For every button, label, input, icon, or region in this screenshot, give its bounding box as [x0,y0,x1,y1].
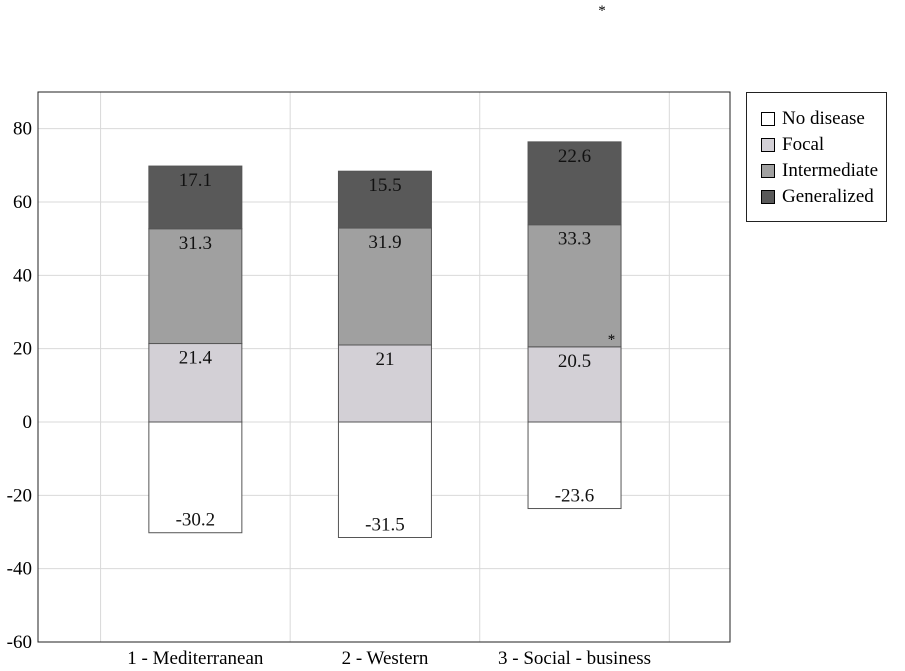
data-label: 20.5 [558,351,591,372]
x-tick-label: 3 - Social - business [498,648,651,669]
bar-segment [337,170,432,229]
data-label: 21.4 [179,348,213,369]
y-tick-label: -60 [7,632,32,653]
bar-segment [337,421,432,538]
legend-swatch [761,138,775,152]
bar-segment [148,421,243,534]
legend-label: Focal [782,134,825,155]
legend-label: Intermediate [782,160,879,181]
data-label: 31.9 [368,232,401,253]
y-tick-label: -40 [7,559,32,580]
bar-segment [337,344,432,423]
y-tick-label: 80 [13,119,32,140]
legend-label: Generalized [782,186,874,207]
segment-value-labels: -30.2 21.4 31.3 17.1 -31.5 21 31.9 15.5 -23.6 20.… [176,146,595,536]
data-label: 22.6 [558,146,591,167]
significance-asterisk: * [608,332,616,348]
y-tick-label: 40 [13,265,32,286]
x-axis-tick-labels: 1 - Mediterranean 2 - Western 3 - Social -… [127,648,651,669]
y-tick-label: 0 [23,412,33,433]
legend-swatch [761,112,775,126]
bar-segments [148,141,622,538]
data-label: 31.3 [179,233,212,254]
y-tick-label: 20 [13,339,32,360]
plot-frame [37,91,731,643]
data-label: 15.5 [368,175,401,196]
bar-segment [148,165,243,230]
bar-segment [337,227,432,346]
x-tick-label: 1 - Mediterranean [127,648,264,669]
legend-swatch [761,190,775,204]
legend-item: Focal [761,132,886,158]
data-label: 21 [375,349,394,370]
y-axis-tick-labels: -60 -40 -20 0 20 40 60 80 [7,119,32,653]
data-label: -23.6 [555,486,595,507]
significance-asterisk: * [598,3,606,19]
data-label: 17.1 [179,170,212,191]
data-label: -30.2 [176,510,216,531]
annotations: ** [598,3,615,348]
data-label: -31.5 [365,515,405,536]
legend-swatch [761,164,775,178]
legend-item: Intermediate [761,158,886,184]
y-tick-label: 60 [13,192,32,213]
legend-item: No disease [761,106,886,132]
y-tick-label: -20 [7,485,32,506]
x-tick-label: 2 - Western [342,648,429,669]
bar-segment [527,141,622,226]
legend-item: Generalized [761,184,886,210]
legend-label: No disease [782,108,865,129]
legend: No disease Focal Intermediate Generalized [746,92,887,222]
bar-segment [527,224,622,348]
data-label: 33.3 [558,229,591,250]
bar-segment [527,346,622,423]
